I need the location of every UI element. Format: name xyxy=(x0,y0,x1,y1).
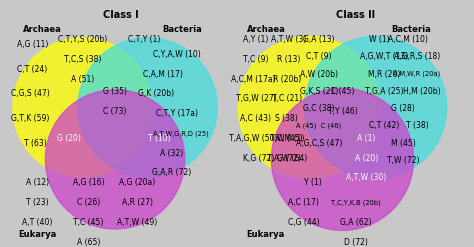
Text: T,G,W (27): T,G,W (27) xyxy=(236,94,276,103)
Text: T,C (21): T,C (21) xyxy=(272,94,302,103)
Text: T (63): T (63) xyxy=(24,139,46,148)
Text: Class I: Class I xyxy=(103,10,139,20)
Text: G (20): G (20) xyxy=(57,134,81,143)
Text: R (13): R (13) xyxy=(277,55,301,64)
Text: A,G,W,T (13): A,G,W,T (13) xyxy=(360,52,408,61)
Text: G (35): G (35) xyxy=(103,87,127,96)
Text: A,T,W (3): A,T,W (3) xyxy=(272,35,307,44)
Text: C,T,Y (17a): C,T,Y (17a) xyxy=(155,109,198,118)
Text: A,R (27): A,R (27) xyxy=(122,198,153,207)
Text: A,G (11): A,G (11) xyxy=(17,40,48,49)
Text: C,G,S (47): C,G,S (47) xyxy=(11,89,50,98)
Text: T,A,G,W (50): T,A,G,W (50) xyxy=(229,134,278,143)
Text: D (72): D (72) xyxy=(344,238,367,247)
Text: C,M (1): C,M (1) xyxy=(277,134,304,143)
Text: Bacteria: Bacteria xyxy=(163,25,202,34)
Text: A,G (16): A,G (16) xyxy=(73,178,104,187)
Text: T (38): T (38) xyxy=(406,122,428,130)
Text: C (73): C (73) xyxy=(103,107,127,116)
Ellipse shape xyxy=(238,36,380,179)
Text: A,T (40): A,T (40) xyxy=(22,218,53,227)
Text: A,T,W,G,R,D (25): A,T,W,G,R,D (25) xyxy=(154,130,209,137)
Text: T,W (72): T,W (72) xyxy=(387,156,419,165)
Text: A,T,W (49): A,T,W (49) xyxy=(117,218,157,227)
Text: A,C,M (17a): A,C,M (17a) xyxy=(231,75,276,83)
Text: C,T (24): C,T (24) xyxy=(18,65,48,74)
Text: A (45)  C (46): A (45) C (46) xyxy=(296,123,341,129)
Text: Bacteria: Bacteria xyxy=(391,25,431,34)
Text: T,C (45): T,C (45) xyxy=(73,218,103,227)
Text: Archaea: Archaea xyxy=(246,25,285,34)
Text: C,Y,A,W (10): C,Y,A,W (10) xyxy=(153,50,201,59)
Text: A,T,W (30): A,T,W (30) xyxy=(346,173,386,182)
Text: G,A (62): G,A (62) xyxy=(340,218,371,227)
Text: T,G,A (25): T,G,A (25) xyxy=(365,87,403,96)
Text: G (72): G (72) xyxy=(277,154,301,163)
Text: A,G (20a): A,G (20a) xyxy=(119,178,155,187)
Text: C (26): C (26) xyxy=(77,198,100,207)
Ellipse shape xyxy=(271,88,413,230)
Text: C (45): C (45) xyxy=(331,87,354,96)
Text: C,T,Y,S (20b): C,T,Y,S (20b) xyxy=(58,35,107,44)
Ellipse shape xyxy=(46,90,185,229)
Text: C,G (44): C,G (44) xyxy=(288,218,319,227)
Ellipse shape xyxy=(78,38,217,177)
Text: G,A (13): G,A (13) xyxy=(303,35,335,44)
Text: A (12): A (12) xyxy=(26,178,49,187)
Ellipse shape xyxy=(13,38,152,177)
Text: G (28): G (28) xyxy=(391,104,415,113)
Text: S (38): S (38) xyxy=(275,114,298,123)
Text: G,C (38): G,C (38) xyxy=(303,104,335,113)
Text: G,K (20b): G,K (20b) xyxy=(137,89,174,98)
Text: M,R (20): M,R (20) xyxy=(368,70,400,79)
Text: Archaea: Archaea xyxy=(23,25,62,34)
Text: W (1): W (1) xyxy=(369,35,390,44)
Text: T (10): T (10) xyxy=(148,134,171,143)
Text: M (45): M (45) xyxy=(391,139,415,148)
Text: A,C (17): A,C (17) xyxy=(288,198,319,207)
Text: A (32): A (32) xyxy=(160,149,183,158)
Text: G,T,K (59): G,T,K (59) xyxy=(11,114,49,123)
Text: C,T (42): C,T (42) xyxy=(369,122,399,130)
Text: T,A,W (64): T,A,W (64) xyxy=(267,154,307,163)
Text: A (1): A (1) xyxy=(357,134,375,143)
Text: A,C,M (10): A,C,M (10) xyxy=(388,35,428,44)
Text: G,K,S (21): G,K,S (21) xyxy=(300,87,338,96)
Text: A,G,R,S (18): A,G,R,S (18) xyxy=(394,52,440,61)
Text: R (20b): R (20b) xyxy=(273,75,301,83)
Text: A,W (20b): A,W (20b) xyxy=(300,70,338,79)
Text: T,C,S (38): T,C,S (38) xyxy=(64,55,101,64)
Text: Class II: Class II xyxy=(336,10,375,20)
Text: C,T,Y (1): C,T,Y (1) xyxy=(128,35,160,44)
Text: A (20): A (20) xyxy=(355,154,378,163)
Text: T,W (45): T,W (45) xyxy=(271,134,303,143)
Text: K,G (72): K,G (72) xyxy=(243,154,274,163)
Text: A,M,W,R (20a): A,M,W,R (20a) xyxy=(393,71,441,77)
Text: Eukarya: Eukarya xyxy=(18,230,57,239)
Text: T (23): T (23) xyxy=(26,198,48,207)
Text: A (65): A (65) xyxy=(77,238,100,247)
Text: T,C,Y,K,B (20b): T,C,Y,K,B (20b) xyxy=(331,199,380,206)
Text: H,M (20b): H,M (20b) xyxy=(403,87,441,96)
Text: G,A,R (72): G,A,R (72) xyxy=(152,168,191,177)
Text: Y (1): Y (1) xyxy=(304,178,322,187)
Text: T,Y (46): T,Y (46) xyxy=(328,107,357,116)
Text: A,G,C,S (47): A,G,C,S (47) xyxy=(296,139,342,148)
Text: C,T (9): C,T (9) xyxy=(306,52,331,61)
Text: T,C (9): T,C (9) xyxy=(243,55,269,64)
Text: A,Y (1): A,Y (1) xyxy=(243,35,269,44)
Text: A,C (43): A,C (43) xyxy=(240,114,272,123)
Text: C,A,M (17): C,A,M (17) xyxy=(143,70,182,79)
Text: Eukarya: Eukarya xyxy=(246,230,285,239)
Text: A (51): A (51) xyxy=(71,75,94,83)
Ellipse shape xyxy=(304,36,447,179)
